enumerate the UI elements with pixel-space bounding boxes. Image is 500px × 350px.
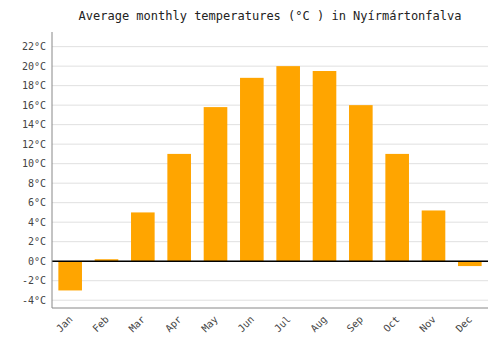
- y-tick-label: 14°C: [22, 119, 46, 130]
- bar: [204, 107, 228, 261]
- x-tick-label: Jul: [272, 314, 293, 335]
- bar: [313, 71, 337, 261]
- bar: [58, 261, 82, 290]
- y-tick-label: 20°C: [22, 61, 46, 72]
- grid-line: [52, 300, 488, 301]
- grid-line: [52, 66, 488, 67]
- x-tick-label: Mar: [127, 314, 148, 335]
- grid-line: [52, 280, 488, 281]
- x-tick-label: Feb: [90, 314, 111, 335]
- bar: [167, 154, 191, 261]
- y-tick-label: 18°C: [22, 80, 46, 91]
- grid-line: [52, 46, 488, 47]
- bar: [240, 78, 264, 261]
- x-axis-line: [52, 308, 488, 309]
- y-tick-labels: -4°C -2°C 0°C 2°C 4°C 6°C 8°C 10°C 12°C 14°C 16°C 1…: [22, 41, 46, 306]
- y-tick-label: 8°C: [28, 178, 46, 189]
- x-tick-label: Apr: [163, 314, 184, 335]
- x-tick-label: Jun: [236, 314, 257, 335]
- bar: [422, 210, 446, 261]
- grid-line: [52, 163, 488, 164]
- x-tick-label: Nov: [417, 314, 438, 335]
- bar: [131, 212, 155, 261]
- grid-line: [52, 105, 488, 106]
- title: Average monthly temperatures (°C ) in Ny…: [79, 9, 462, 23]
- grid: [52, 47, 488, 301]
- bar: [385, 154, 409, 261]
- y-tick-label: 16°C: [22, 100, 46, 111]
- x-tick-label: Sep: [345, 314, 366, 335]
- y-tick-label: -2°C: [22, 275, 46, 286]
- grid-line: [52, 202, 488, 203]
- y-tick-label: 22°C: [22, 41, 46, 52]
- bar: [276, 66, 300, 261]
- x-tick-label: Dec: [454, 314, 475, 335]
- y-tick-label: 2°C: [28, 236, 46, 247]
- y-tick-label: 6°C: [28, 197, 46, 208]
- zero-line: [52, 260, 488, 262]
- grid-line: [52, 85, 488, 86]
- x-tick-label: Aug: [308, 314, 329, 335]
- bar: [349, 105, 373, 261]
- grid-line: [52, 261, 488, 262]
- y-tick-label: 12°C: [22, 139, 46, 150]
- chart: Average monthly temperatures (°C ) in Ny…: [0, 0, 500, 350]
- grid-line: [52, 183, 488, 184]
- x-tick-label: May: [199, 314, 220, 335]
- y-tick-label: 4°C: [28, 217, 46, 228]
- y-tick-label: -4°C: [22, 295, 46, 306]
- y-tick-label: 0°C: [28, 256, 46, 267]
- x-tick-label: Jan: [54, 314, 75, 335]
- bars: [58, 66, 481, 290]
- y-axis-line: [52, 32, 53, 308]
- y-tick-label: 10°C: [22, 158, 46, 169]
- grid-line: [52, 144, 488, 145]
- x-tick-labels: Jan Feb Mar Apr May Jun Jul Aug Sep Oct Nov Dec: [54, 314, 474, 335]
- chart-container: Average monthly temperatures (°C ) in Ny…: [0, 0, 500, 350]
- grid-line: [52, 124, 488, 125]
- x-tick-label: Oct: [381, 314, 402, 335]
